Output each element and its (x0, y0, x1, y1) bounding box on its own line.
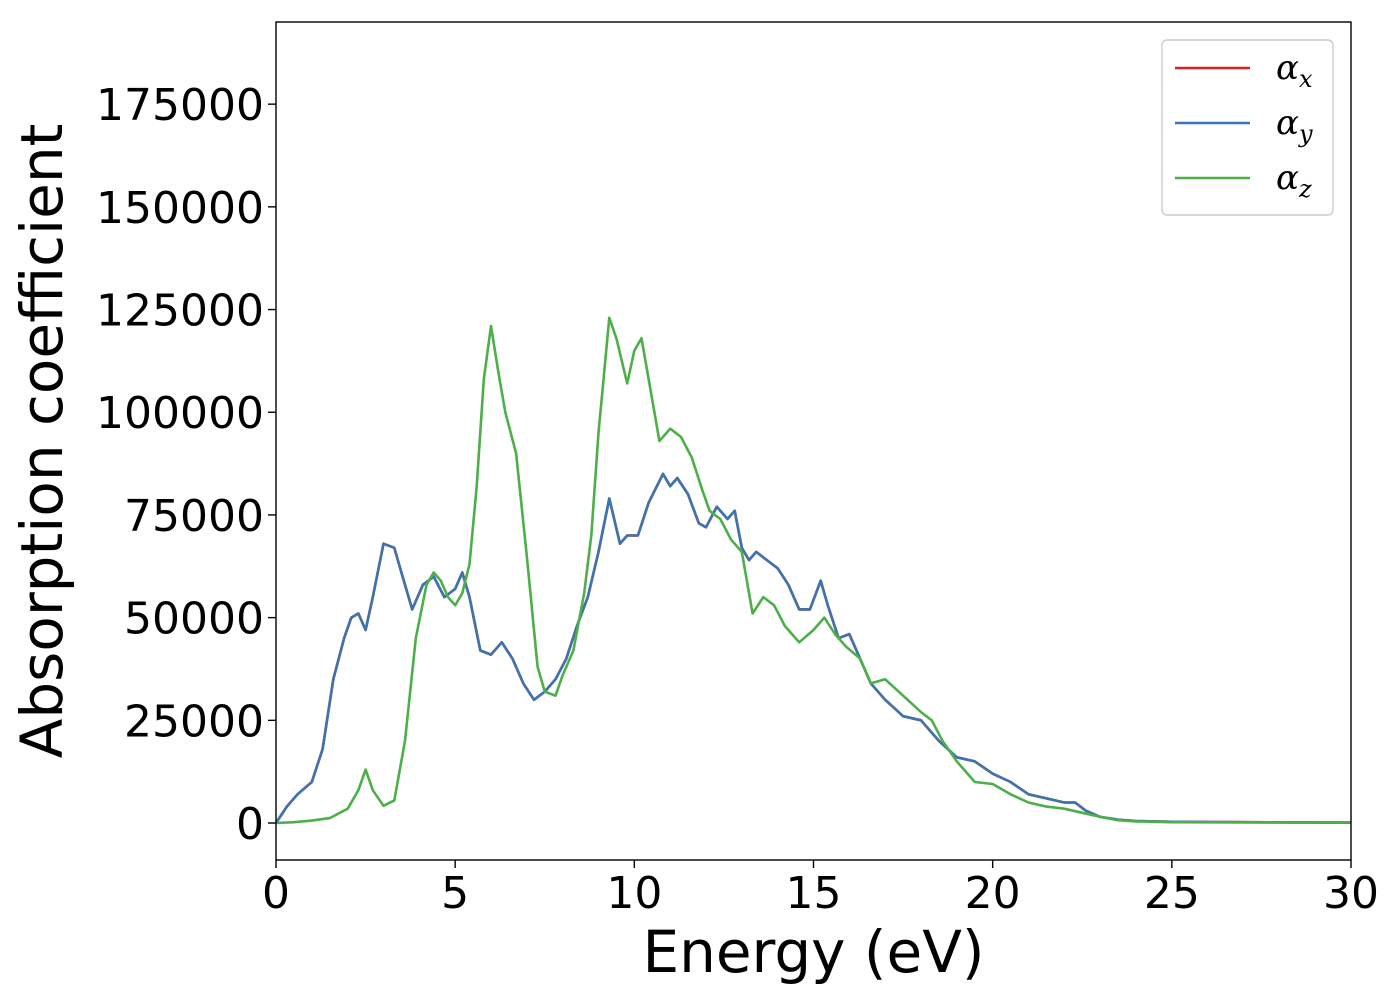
x-tick-label: 10 (606, 868, 662, 919)
x-tick-label: 0 (262, 868, 290, 919)
legend: αx αy αz (1161, 39, 1334, 216)
y-tick-label: 25000 (124, 696, 264, 747)
legend-box (1161, 39, 1334, 216)
y-axis: 0 25000 50000 75000 100000 125000 150000 175000 (96, 80, 276, 850)
x-tick-label: 30 (1323, 868, 1379, 919)
legend-label-z: αz (1276, 158, 1312, 203)
x-tick-label: 15 (786, 868, 842, 919)
y-tick-label: 175000 (96, 80, 264, 131)
legend-label-x: αx (1276, 48, 1313, 93)
legend-label-y: αy (1276, 103, 1313, 148)
series-layer (276, 316, 1351, 825)
y-tick-label: 125000 (96, 286, 264, 337)
y-tick-label: 75000 (124, 491, 264, 542)
y-tick-label: 0 (236, 799, 264, 850)
y-tick-label: 150000 (96, 183, 264, 234)
x-tick-label: 20 (965, 868, 1021, 919)
x-axis-title: Energy (eV) (642, 918, 984, 986)
x-axis: 0 5 10 15 20 25 30 (262, 860, 1379, 919)
x-tick-label: 5 (441, 868, 469, 919)
y-tick-label: 50000 (124, 594, 264, 645)
y-tick-label: 100000 (96, 388, 264, 439)
x-tick-label: 25 (1144, 868, 1200, 919)
series-line-z (276, 316, 1351, 825)
y-axis-title: Absorption coefficient (8, 124, 76, 759)
series-line-y (276, 472, 1351, 825)
